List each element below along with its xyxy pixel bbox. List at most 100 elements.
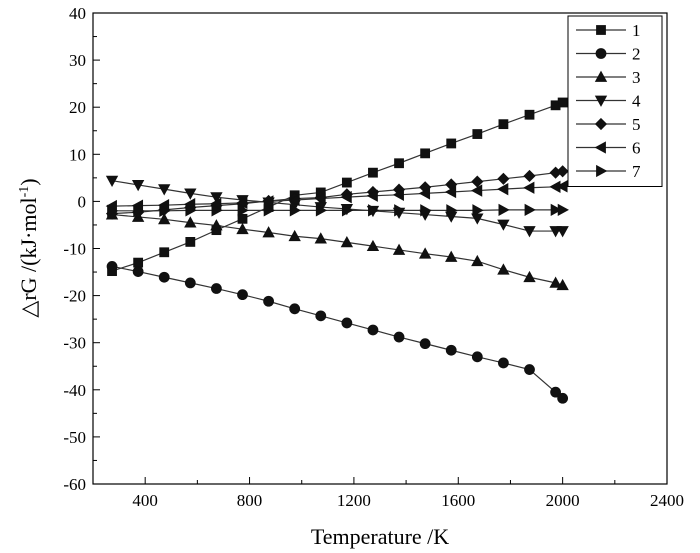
- legend-marker: [594, 70, 608, 82]
- legend-marker: [594, 117, 608, 131]
- series-5-point: [523, 169, 536, 183]
- series-6-point: [470, 184, 483, 197]
- series-6-point: [314, 192, 326, 205]
- series-1-point: [341, 177, 352, 188]
- legend-label: 4: [632, 92, 641, 111]
- y-tick-label: -30: [63, 334, 86, 353]
- series-2-point: [106, 260, 118, 272]
- series-7-point: [185, 204, 197, 217]
- series-6-point: [236, 196, 248, 209]
- series-7-point: [557, 203, 569, 217]
- series-2-point: [184, 277, 196, 289]
- series-4-point: [523, 226, 536, 238]
- series-3-point: [445, 250, 458, 262]
- series-4-point: [556, 226, 569, 238]
- series-7-point: [289, 204, 302, 217]
- series-2-point: [289, 303, 301, 315]
- x-tick-label: 1600: [441, 491, 475, 510]
- series-6-point: [556, 180, 568, 193]
- series-2-point: [445, 344, 457, 356]
- x-axis: 400 800 1200 1600 2000 2400: [92, 477, 684, 510]
- series-2-point: [498, 357, 509, 369]
- series-7-point: [394, 204, 406, 217]
- series-3-point: [184, 216, 197, 228]
- series-7-point: [472, 204, 484, 217]
- legend-marker: [595, 48, 607, 59]
- series-1-point: [446, 138, 457, 149]
- series-3-point: [314, 232, 327, 244]
- legend-marker: [594, 95, 608, 107]
- legend-item-1: 1: [576, 21, 641, 40]
- series-4-point: [471, 213, 484, 225]
- legend-marker: [596, 164, 608, 178]
- series-1-point: [394, 158, 404, 169]
- series-6: [105, 180, 568, 213]
- series-3-point: [158, 212, 171, 225]
- series-6-point: [340, 190, 352, 204]
- legend-item-4: 4: [576, 92, 641, 111]
- legend-marker: [596, 25, 606, 35]
- series-2-point: [524, 364, 535, 375]
- series-3-point: [523, 270, 536, 283]
- series-6-point: [288, 193, 300, 207]
- legend-label: 2: [632, 45, 641, 64]
- series-3-point: [497, 263, 510, 275]
- series-2-point: [315, 310, 327, 322]
- series-4-point: [131, 180, 145, 192]
- series-3-point: [418, 247, 432, 259]
- series-2-point: [393, 331, 405, 343]
- series-1-point: [420, 148, 431, 159]
- series-1-point: [368, 167, 378, 178]
- series-3-point: [340, 236, 354, 248]
- series-2-point: [237, 289, 248, 301]
- series-1-point: [237, 213, 248, 224]
- series-3-point: [210, 219, 223, 231]
- legend-label: 6: [632, 139, 641, 158]
- series-6-point: [523, 181, 535, 194]
- legend-item-2: 2: [576, 45, 641, 64]
- series-6-point: [262, 195, 274, 208]
- series-7-point: [498, 203, 510, 217]
- series-2-point: [557, 392, 569, 404]
- y-tick-label: 40: [69, 4, 86, 23]
- series-2-point: [367, 324, 379, 336]
- series-7-point: [524, 203, 536, 217]
- x-tick-label: 1200: [337, 491, 371, 510]
- series-1-point: [133, 257, 144, 268]
- series-3-line: [111, 213, 563, 286]
- legend-item-3: 3: [576, 68, 641, 87]
- series-3-point: [549, 276, 562, 288]
- series-2-point: [550, 386, 561, 398]
- series-2-line: [111, 265, 564, 399]
- series-7: [107, 203, 569, 217]
- series-7-line: [112, 209, 563, 212]
- series-2-point: [158, 271, 170, 283]
- x-tick-label: 2400: [650, 491, 684, 510]
- series-1: [107, 97, 568, 277]
- legend-label: 7: [632, 162, 641, 181]
- series-6-point: [418, 187, 431, 200]
- series-layer: [105, 97, 569, 404]
- series-7-point: [315, 204, 328, 217]
- series-6-point: [497, 182, 509, 196]
- series-1-point: [185, 237, 196, 247]
- series-4-point: [105, 175, 119, 188]
- y-tick-label: -50: [63, 428, 86, 447]
- series-3-point: [262, 226, 275, 238]
- legend-label: 3: [632, 68, 641, 87]
- series-7-point: [368, 204, 380, 217]
- y-axis-title-superscript: -1: [17, 186, 32, 198]
- series-1-point: [498, 119, 509, 130]
- series-1-point: [159, 247, 170, 258]
- y-axis-title-main: △rG /(kJ·mol: [16, 197, 41, 317]
- series-2-point: [132, 266, 144, 277]
- series-3-point: [236, 222, 249, 235]
- legend-box: [567, 15, 663, 187]
- y-tick-label: 0: [78, 192, 87, 211]
- series-4-point: [497, 219, 510, 231]
- series-3-point: [471, 254, 484, 267]
- series-6-point: [392, 188, 404, 201]
- series-7-point: [550, 203, 562, 217]
- legend-marker: [594, 141, 606, 154]
